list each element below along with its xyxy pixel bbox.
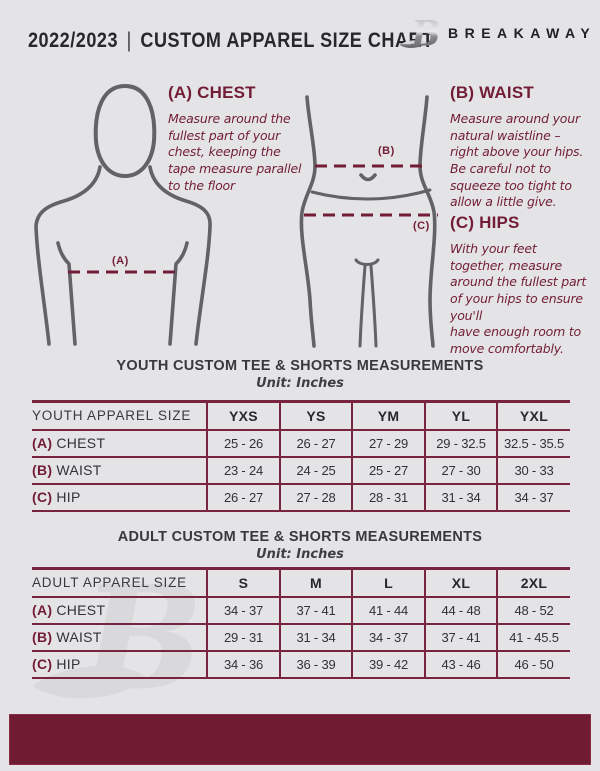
youth-unit-note: Unit: Inches	[256, 376, 344, 391]
footer-bar	[9, 714, 591, 765]
row-name: CHEST	[56, 435, 106, 451]
table-row: (B) WAIST 29 - 31 31 - 34 34 - 37 37 - 41…	[32, 622, 570, 651]
table-cell: 30 - 33	[496, 455, 570, 484]
season-label: 2022/2023	[28, 29, 119, 52]
row-marker: (C)	[32, 489, 53, 505]
waist-guide-heading: (B) WAIST	[450, 83, 534, 102]
table-cell: 36 - 39	[279, 649, 352, 678]
column-header: M	[279, 567, 352, 597]
table-header-row: YOUTH APPAREL SIZE YXS YS YM YL YXL	[32, 400, 570, 430]
table-cell: 28 - 31	[351, 482, 425, 511]
row-marker: (A)	[32, 602, 53, 618]
column-header: ADULT APPAREL SIZE	[32, 567, 207, 597]
table-cell: 29 - 31	[206, 622, 280, 651]
table-cell: 41 - 44	[351, 595, 425, 624]
table-cell: 46 - 50	[496, 649, 570, 678]
table-row: (B) WAIST 23 - 24 24 - 25 25 - 27 27 - 30…	[32, 455, 570, 484]
table-header-row: ADULT APPAREL SIZE S M L XL 2XL	[32, 567, 570, 597]
table-cell: 27 - 29	[351, 428, 425, 457]
table-cell: 37 - 41	[424, 622, 497, 651]
waist-guide: (B) WAIST Measure around your natural wa…	[450, 83, 600, 211]
adult-section-title: ADULT CUSTOM TEE & SHORTS MEASUREMENTS	[117, 529, 483, 545]
table-row: (C) HIP 34 - 36 36 - 39 39 - 42 43 - 46 4…	[32, 649, 570, 678]
table-row: (A) CHEST 34 - 37 37 - 41 41 - 44 44 - 48…	[32, 595, 570, 624]
row-name: WAIST	[56, 462, 102, 478]
waist-guide-body: Measure around your natural waistline – …	[450, 111, 584, 210]
youth-section-title: YOUTH CUSTOM TEE & SHORTS MEASUREMENTS	[116, 358, 484, 374]
svg-text:B: B	[410, 14, 440, 53]
hips-guide: (C) HIPS With your feet together, measur…	[450, 213, 600, 357]
row-label: (A) CHEST	[32, 595, 207, 624]
table-cell: 23 - 24	[206, 455, 280, 484]
table-cell: 25 - 26	[206, 428, 280, 457]
row-label: (C) HIP	[32, 649, 207, 678]
chest-guide-heading: (A) CHEST	[168, 83, 256, 102]
column-header: YS	[279, 400, 352, 430]
title-separator: |	[126, 29, 132, 52]
table-cell: 31 - 34	[279, 622, 352, 651]
row-marker: (B)	[32, 629, 53, 645]
row-name: HIP	[56, 656, 81, 672]
table-cell: 34 - 37	[496, 482, 570, 511]
table-cell: 31 - 34	[424, 482, 497, 511]
row-label: (B) WAIST	[32, 622, 207, 651]
column-header: YXL	[496, 400, 570, 430]
brand-name: BREAKAWAY	[448, 25, 597, 41]
column-header: L	[351, 567, 425, 597]
row-label: (B) WAIST	[32, 455, 207, 484]
row-marker: (B)	[32, 462, 53, 478]
table-cell: 34 - 36	[206, 649, 280, 678]
table-cell: 43 - 46	[424, 649, 497, 678]
table-cell: 26 - 27	[206, 482, 280, 511]
hips-guide-body: With your feet together, measure around …	[450, 241, 587, 356]
hips-guide-heading: (C) HIPS	[450, 213, 520, 232]
row-label: (A) CHEST	[32, 428, 207, 457]
chest-marker-label: (A)	[112, 255, 129, 267]
table-row: (A) CHEST 25 - 26 26 - 27 27 - 29 29 - 32…	[32, 428, 570, 457]
table-cell: 29 - 32.5	[424, 428, 497, 457]
column-header: YOUTH APPAREL SIZE	[32, 400, 207, 430]
column-header: YXS	[206, 400, 280, 430]
table-cell: 34 - 37	[206, 595, 280, 624]
table-cell: 32.5 - 35.5	[496, 428, 570, 457]
column-header: XL	[424, 567, 497, 597]
table-row: (C) HIP 26 - 27 27 - 28 28 - 31 31 - 34 3…	[32, 482, 570, 511]
table-cell: 27 - 30	[424, 455, 497, 484]
hips-marker-label: (C)	[413, 220, 430, 232]
table-cell: 25 - 27	[351, 455, 425, 484]
table-cell: 48 - 52	[496, 595, 570, 624]
chest-guide-body: Measure around the fullest part of your …	[168, 111, 302, 193]
row-marker: (C)	[32, 656, 53, 672]
row-marker: (A)	[32, 435, 53, 451]
page-title: 2022/2023 | CUSTOM APPAREL SIZE CHART	[28, 29, 434, 53]
brand-logo: B BREAKAWAY	[399, 13, 596, 53]
column-header: YL	[424, 400, 497, 430]
table-cell: 24 - 25	[279, 455, 352, 484]
row-name: HIP	[56, 489, 81, 505]
chest-guide: (A) CHEST Measure around the fullest par…	[168, 83, 330, 194]
table-cell: 26 - 27	[279, 428, 352, 457]
table-cell: 34 - 37	[351, 622, 425, 651]
waist-marker-label: (B)	[378, 145, 395, 157]
row-name: CHEST	[56, 602, 106, 618]
adult-size-table: ADULT APPAREL SIZE S M L XL 2XL (A) CHEST…	[32, 567, 570, 679]
column-header: YM	[351, 400, 425, 430]
table-cell: 39 - 42	[351, 649, 425, 678]
chart-title: CUSTOM APPAREL SIZE CHART	[140, 29, 434, 52]
youth-size-table: YOUTH APPAREL SIZE YXS YS YM YL YXL (A) C…	[32, 400, 570, 512]
column-header: S	[206, 567, 280, 597]
row-name: WAIST	[56, 629, 102, 645]
adult-unit-note: Unit: Inches	[256, 547, 344, 562]
table-cell: 41 - 45.5	[496, 622, 570, 651]
table-cell: 27 - 28	[279, 482, 352, 511]
breakaway-b-monogram-icon: B	[399, 14, 440, 53]
column-header: 2XL	[496, 567, 570, 597]
row-label: (C) HIP	[32, 482, 207, 511]
table-cell: 44 - 48	[424, 595, 497, 624]
table-cell: 37 - 41	[279, 595, 352, 624]
